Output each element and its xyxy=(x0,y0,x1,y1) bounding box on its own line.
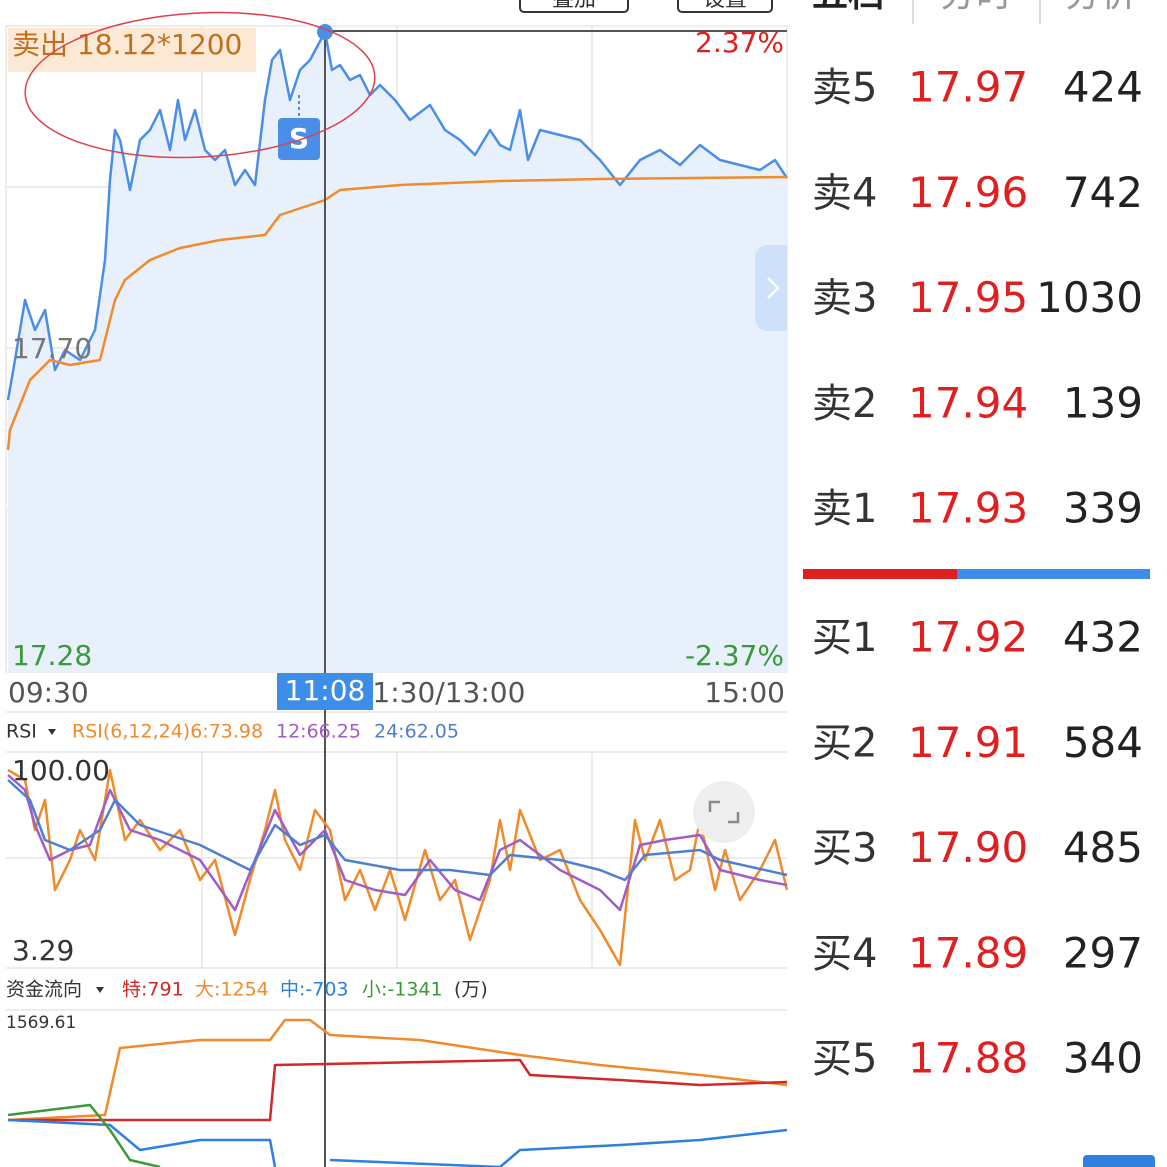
rsi12: 12:66.25 xyxy=(276,721,361,743)
level-price: 17.95 xyxy=(908,273,1028,322)
level-label: 买4 xyxy=(812,931,877,977)
trade-marker: 卖出 18.12*1200 xyxy=(12,28,242,61)
price-line xyxy=(6,30,789,401)
cursor-time: 11:08 xyxy=(285,674,366,707)
fullscreen-icon xyxy=(708,800,740,824)
overlay-label: 叠加 xyxy=(552,0,596,12)
flow-item: 大:1254 xyxy=(195,979,269,1001)
flow-item: 特:791 xyxy=(122,979,184,1001)
level-price: 17.88 xyxy=(908,1034,1028,1083)
level-volume: 340 xyxy=(1063,1034,1143,1083)
annotation-circle xyxy=(24,11,376,159)
level-price: 17.94 xyxy=(908,378,1028,427)
level-price: 17.90 xyxy=(908,823,1028,872)
expand-tab[interactable] xyxy=(755,245,787,331)
level-volume: 339 xyxy=(1063,484,1143,533)
flow-name[interactable]: 资金流向 xyxy=(6,979,82,1001)
level-label: 买1 xyxy=(812,615,877,661)
level-volume: 432 xyxy=(1063,613,1143,662)
level-price: 17.97 xyxy=(908,63,1028,112)
level-price: 17.92 xyxy=(908,613,1028,662)
flow-max: 1569.61 xyxy=(6,1013,76,1033)
settings-label: 设置 xyxy=(703,0,747,12)
flow-large xyxy=(7,1018,788,1122)
rsi24: 24:62.05 xyxy=(374,721,459,743)
rsi6: RSI(6,12,24)6:73.98 xyxy=(72,721,263,743)
trade-marker-bg xyxy=(8,28,256,72)
tab[interactable]: 分价 xyxy=(1065,0,1137,15)
level-volume: 485 xyxy=(1063,823,1143,872)
max-pct: 2.37% xyxy=(695,26,784,59)
rsi-min: 3.29 xyxy=(12,934,74,967)
bottom-button[interactable] xyxy=(1083,1155,1155,1167)
level-label: 卖5 xyxy=(812,65,877,111)
price-area xyxy=(8,32,787,672)
level-volume: 1030 xyxy=(1036,273,1143,322)
flow-super xyxy=(8,1058,788,1122)
rsi-max: 100.00 xyxy=(12,754,110,787)
rsi24-line xyxy=(7,779,788,882)
level-label: 卖1 xyxy=(812,486,877,532)
cursor-time-bg xyxy=(277,673,373,710)
level-price: 17.89 xyxy=(908,928,1028,977)
mid-price: 17.70 xyxy=(12,332,92,365)
min-price: 17.28 xyxy=(12,639,92,672)
level-price: 17.93 xyxy=(908,484,1028,533)
time-label: 11:30/13:00 xyxy=(355,676,526,709)
expand-arrow xyxy=(767,277,780,299)
time-label: 15:00 xyxy=(704,676,785,709)
flow-medium xyxy=(329,1128,788,1167)
level-label: 买5 xyxy=(812,1036,877,1082)
level-volume: 742 xyxy=(1063,168,1143,217)
dropdown-icon xyxy=(96,987,104,993)
flow-item: 中:-703 xyxy=(280,979,349,1001)
tab[interactable]: 五档 xyxy=(812,0,884,15)
level-price: 17.96 xyxy=(908,168,1028,217)
ask-ratio-bar xyxy=(803,569,957,579)
flow-item: 小:-1341 xyxy=(362,979,443,1001)
level-volume: 139 xyxy=(1063,378,1143,427)
settings-button[interactable] xyxy=(677,0,773,13)
flow-unit: (万) xyxy=(454,979,488,1001)
level-label: 买2 xyxy=(812,720,877,766)
time-label: 09:30 xyxy=(8,676,89,709)
avg-line xyxy=(6,175,788,451)
trade-badge: S xyxy=(289,122,309,155)
flow-medium xyxy=(7,1118,277,1167)
level-volume: 297 xyxy=(1063,928,1143,977)
overlay-button[interactable] xyxy=(519,0,629,13)
bid-ratio-bar xyxy=(957,569,1150,579)
level-label: 卖4 xyxy=(812,170,877,216)
fullscreen-button[interactable] xyxy=(693,781,755,843)
flow-small xyxy=(7,1103,161,1167)
level-label: 买3 xyxy=(812,826,877,872)
level-volume: 584 xyxy=(1063,718,1143,767)
level-price: 17.91 xyxy=(908,718,1028,767)
level-label: 卖3 xyxy=(812,276,877,322)
tab[interactable]: 分时 xyxy=(940,0,1012,15)
level-label: 卖2 xyxy=(812,381,877,427)
rsi-name[interactable]: RSI xyxy=(6,721,37,743)
dropdown-icon xyxy=(48,729,56,735)
level-volume: 424 xyxy=(1063,63,1143,112)
min-pct: -2.37% xyxy=(685,639,784,672)
trade-badge-bg xyxy=(278,118,320,160)
